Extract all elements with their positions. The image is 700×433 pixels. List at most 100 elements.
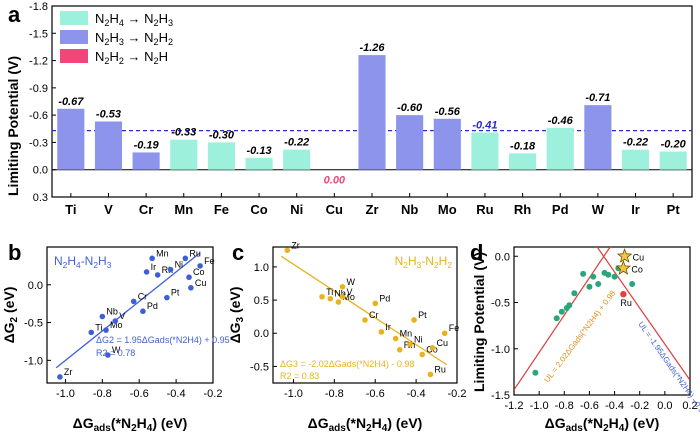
legend-label-n2h2_n2h: N2H2 → N2H — [95, 49, 168, 66]
panel-c-point-label-mo: Mo — [342, 292, 355, 302]
panel-b: b -1.0 -0.8 -0.6 -0.4 -0.2 -1.0 -0.5 0.0 Zr Ti Nb M… — [1, 240, 230, 433]
panel-c-point-cr — [362, 317, 368, 323]
panel-c-point-v — [339, 293, 346, 300]
panel-b-point-label-ru: Ru — [189, 248, 201, 258]
panel-d-line-down — [596, 247, 690, 381]
panel-a-ytick-label: -0.9 — [29, 83, 48, 95]
panel-d-label-ru: Ru — [620, 298, 632, 308]
panel-d-equation-up: UL = 2.02ΔGads(*N2H4) + 0.98 — [542, 288, 617, 384]
panel-b-point-cu — [188, 285, 194, 291]
panel-c-point-pt — [411, 317, 417, 323]
xtick-label: 0.0 — [657, 400, 672, 412]
panel-a-value-label-nb: -0.60 — [397, 102, 423, 114]
panel-d-point — [595, 281, 602, 287]
panel-a-bar-w — [584, 105, 612, 170]
panel-c-point-ni — [407, 341, 413, 348]
panel-b-point-label-w: W — [112, 345, 121, 355]
panel-a-bar-mn — [170, 139, 198, 170]
panel-a-value-label-cr: -0.19 — [134, 139, 160, 151]
panel-a-value-label-v: -0.53 — [96, 109, 121, 121]
xtick-label: -0.4 — [167, 388, 186, 400]
panel-b-frame — [46, 246, 214, 384]
panel-c-point-label-ir: Ir — [385, 322, 391, 332]
panel-c-point-cu — [429, 345, 436, 351]
panel-a-ytick-label: -1.5 — [29, 28, 48, 40]
panel-d-lines — [514, 247, 690, 391]
panel-b-point-label-ni: Ni — [175, 260, 184, 270]
xtick-label: -0.6 — [580, 400, 599, 412]
xtick-label: -0.8 — [555, 400, 574, 412]
panel-a-bar-rh — [509, 153, 537, 170]
panel-d-line-up — [514, 247, 611, 391]
panel-a-ytick-label: 0.3 — [33, 192, 48, 204]
panel-c-point-label-pd: Pd — [379, 293, 390, 303]
panel-d-point — [629, 281, 636, 287]
panel-b-point-ni — [167, 266, 174, 273]
panel-d-label-co: Co — [631, 264, 643, 274]
panel-c-point-label-w: W — [347, 277, 356, 287]
legend-swatch-n2h3_n2h2 — [60, 30, 88, 44]
panel-a-value-label-zr: -1.26 — [359, 42, 385, 54]
panel-a-legend: N2H4 → N2H3 N2H3 → N2H2 N2H2 → N2H — [60, 11, 173, 66]
panel-b-point-label-rh: Rh — [162, 265, 174, 275]
panel-c-point-mn — [392, 335, 399, 342]
ytick-label: -1.0 — [24, 355, 43, 367]
xtick-label: -0.4 — [407, 388, 426, 400]
panel-b-point-label-ir: Ir — [151, 262, 157, 272]
panel-a-bar-pd — [546, 127, 574, 170]
panel-a-value-label-cu: 0.00 — [324, 175, 346, 187]
panel-c-point-w — [339, 284, 346, 290]
panel-b-point-cr — [130, 298, 137, 305]
xtick-label: -0.4 — [605, 400, 624, 412]
panel-b-point-label-cu: Cu — [195, 278, 207, 288]
panel-a-ytick-label: -0.6 — [29, 110, 48, 122]
panel-b-point-label-pt: Pt — [171, 288, 180, 298]
panel-b-point-v — [112, 318, 119, 324]
panel-b-point-mo — [103, 327, 109, 333]
panel-a-ytick-label: -1.2 — [29, 56, 48, 68]
panel-d-label: d — [470, 240, 483, 265]
panel-b-point-rh — [154, 272, 161, 278]
panel-c-point-zr — [284, 247, 291, 254]
ytick-label: -0.5 — [250, 361, 269, 373]
panel-c-point-mo — [335, 299, 342, 305]
panel-c-point-co — [419, 351, 426, 358]
legend-label-n2h4_n2h3: N2H4 → N2H3 — [95, 11, 173, 28]
panel-a-category-ti: Ti — [65, 202, 76, 217]
panel-b-point-label-mo: Mo — [110, 320, 123, 330]
panel-d-point — [571, 290, 578, 297]
xtick-label: -0.2 — [204, 388, 223, 400]
xtick-label: -1.0 — [56, 388, 75, 400]
panel-b-point-ir — [143, 269, 150, 275]
panel-b-point-ti — [88, 329, 95, 336]
panel-d-xlabel: ΔGads(*N2H4) (eV) — [545, 415, 660, 433]
panel-a-value-label-pt: -0.20 — [661, 139, 687, 151]
panel-a-category-cr: Cr — [139, 202, 153, 217]
ytick-label: 1.0 — [254, 262, 269, 274]
ytick-label: -1.5 — [491, 390, 510, 402]
panel-a: a -0.67 -0.53 -0.19 -0.33 -0.30 -0.13 -0.22 0.0… — [5, 1, 693, 217]
panel-a-category-co: Co — [250, 202, 267, 217]
panel-a-category-ir: Ir — [631, 202, 640, 217]
panel-c-frame — [272, 246, 458, 384]
ytick-label: 0.0 — [495, 251, 510, 263]
panel-a-value-label-fe: -0.30 — [209, 129, 235, 141]
panel-c-point-label-ti: Ti — [326, 287, 333, 297]
panel-a-bar-v — [94, 121, 123, 170]
panel-d-label-cu: Cu — [633, 252, 645, 262]
panel-b-equation: ΔG2 = 1.95ΔGads(*N2H4) + 0.95 — [96, 335, 230, 345]
panel-a-bar-ru — [471, 132, 499, 170]
panel-a-bar-ir — [621, 149, 650, 170]
panel-a-value-label-w: -0.71 — [585, 92, 610, 104]
panel-b-ylabel: ΔG2 (eV) — [1, 287, 20, 344]
panel-a-bar-mo — [433, 118, 461, 170]
xtick-label: -0.6 — [366, 388, 385, 400]
panel-b-r2: R2 = 0.78 — [96, 348, 135, 358]
ytick-label: -0.5 — [491, 298, 510, 310]
panel-b-label: b — [8, 240, 21, 265]
panel-c-point-label-ni: Ni — [414, 335, 423, 345]
panel-a-category-mo: Mo — [438, 202, 457, 217]
panel-a-value-label-pd: -0.46 — [548, 115, 574, 127]
panel-a-category-ru: Ru — [476, 202, 493, 217]
panel-a-category-cu: Cu — [326, 202, 343, 217]
